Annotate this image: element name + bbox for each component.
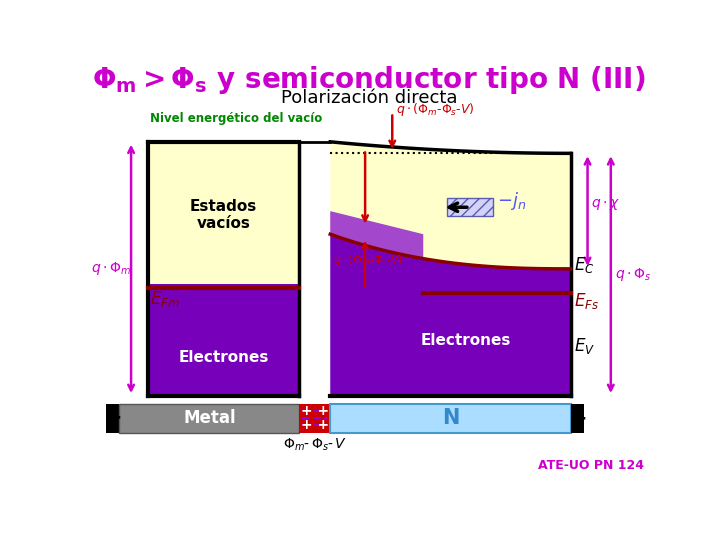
Bar (106, 403, 120, 433)
Text: $\Phi_m\text{-}\,\Phi_s\text{-}\,V$: $\Phi_m\text{-}\,\Phi_s\text{-}\,V$ (283, 437, 347, 454)
Bar (330, 403, 570, 433)
Text: $\mathbf{\Phi_m > \Phi_s}$ y semiconductor tipo N (III): $\mathbf{\Phi_m > \Phi_s}$ y semiconduct… (92, 64, 646, 96)
Bar (148, 284, 300, 396)
Bar (120, 403, 300, 433)
Polygon shape (330, 211, 423, 259)
Bar (300, 403, 330, 433)
Text: Electrones: Electrones (179, 350, 269, 365)
Text: $E_V$: $E_V$ (575, 336, 595, 356)
Text: $q\cdot\chi$: $q\cdot\chi$ (591, 198, 621, 212)
Polygon shape (446, 198, 493, 217)
Polygon shape (330, 142, 570, 269)
Text: N: N (441, 408, 459, 428)
Text: ATE-UO PN 124: ATE-UO PN 124 (538, 458, 644, 472)
Text: $E_{Fm}$: $E_{Fm}$ (150, 289, 180, 309)
Text: −: − (568, 408, 587, 428)
Text: Nivel energético del vacío: Nivel energético del vacío (150, 112, 322, 125)
Bar (570, 403, 585, 433)
Text: $q\cdot(\Phi_m\text{-} \Phi_s\text{-}V)$: $q\cdot(\Phi_m\text{-} \Phi_s\text{-}V)$ (333, 253, 403, 267)
Text: + +: + + (301, 404, 329, 418)
Text: + +: + + (301, 418, 329, 432)
Polygon shape (330, 234, 570, 396)
Text: $q\cdot\Phi_s$: $q\cdot\Phi_s$ (615, 266, 651, 283)
Text: +: + (103, 408, 122, 428)
Text: $-j_n$: $-j_n$ (497, 190, 526, 212)
Text: $E_C$: $E_C$ (575, 255, 595, 275)
Text: Metal: Metal (183, 409, 235, 427)
Text: $E_{Fs}$: $E_{Fs}$ (575, 291, 599, 311)
Text: $q\cdot\Phi_m$: $q\cdot\Phi_m$ (91, 260, 131, 278)
Bar (148, 142, 300, 284)
Text: $q\cdot(\Phi_m\text{-} \Phi_s\text{-}V)$: $q\cdot(\Phi_m\text{-} \Phi_s\text{-}V)$ (396, 101, 475, 118)
Text: Estados
vacíos: Estados vacíos (190, 199, 257, 231)
Text: Polarización directa: Polarización directa (281, 89, 457, 107)
Text: Electrones: Electrones (420, 333, 511, 348)
